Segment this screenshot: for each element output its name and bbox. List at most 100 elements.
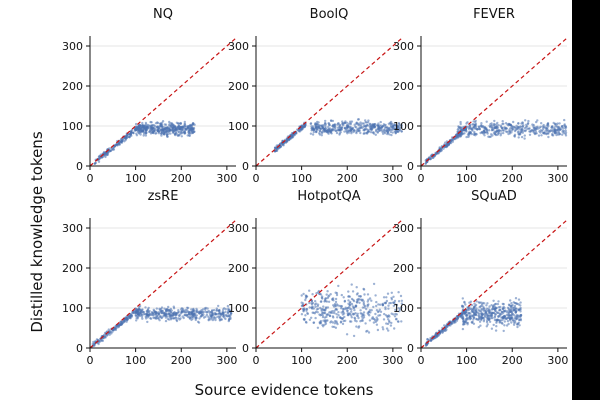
data-point: [136, 317, 139, 320]
data-point: [150, 124, 153, 128]
data-point: [337, 284, 340, 288]
data-point: [485, 128, 489, 132]
data-point: [484, 309, 488, 312]
data-point: [349, 120, 352, 123]
data-point: [317, 126, 320, 129]
data-point: [323, 309, 326, 312]
x-tick-label: 300: [382, 172, 403, 185]
data-point: [347, 295, 350, 298]
x-tick-label: 300: [547, 172, 568, 185]
data-point: [155, 307, 158, 310]
data-point: [301, 126, 305, 129]
y-tick-label: 0: [407, 342, 414, 355]
data-point: [485, 321, 489, 324]
data-point: [372, 126, 376, 129]
data-point: [393, 315, 397, 318]
data-point: [309, 132, 313, 135]
data-point: [400, 126, 403, 129]
data-point: [145, 312, 148, 316]
data-point: [396, 320, 400, 323]
data-point: [385, 296, 388, 299]
data-point: [157, 312, 160, 315]
data-point: [302, 292, 305, 296]
data-point: [546, 122, 550, 126]
data-point: [320, 309, 323, 312]
data-point: [313, 303, 317, 306]
data-point: [502, 302, 505, 306]
data-point: [381, 303, 384, 307]
data-point: [502, 122, 505, 126]
data-point: [370, 317, 374, 320]
data-point: [498, 321, 501, 324]
data-point: [505, 324, 509, 327]
data-point: [366, 300, 369, 303]
data-point: [368, 125, 371, 128]
data-point: [426, 338, 429, 341]
data-point: [499, 132, 503, 135]
x-tick-label: 100: [291, 172, 312, 185]
data-point: [161, 128, 164, 131]
x-tick-label: 100: [456, 172, 477, 185]
data-point: [381, 132, 385, 135]
data-point: [175, 319, 179, 323]
data-point: [350, 297, 354, 301]
data-point: [334, 300, 338, 304]
data-point: [458, 134, 461, 137]
data-point: [542, 123, 545, 127]
data-point: [333, 123, 337, 126]
data-point: [479, 301, 483, 304]
data-point: [339, 128, 342, 132]
data-point: [519, 301, 522, 304]
data-point: [398, 126, 401, 130]
x-axis-label: Source evidence tokens: [195, 381, 374, 399]
data-point: [362, 300, 365, 303]
data-point: [352, 130, 355, 134]
data-point: [495, 325, 498, 328]
data-point: [540, 122, 543, 125]
data-point: [381, 130, 384, 134]
data-point: [387, 307, 390, 310]
data-point: [167, 305, 170, 309]
data-point: [391, 126, 395, 129]
data-point: [316, 326, 320, 329]
data-point: [204, 306, 208, 310]
data-point: [501, 127, 504, 130]
y-tick-label: 200: [393, 80, 414, 93]
data-point: [350, 127, 354, 130]
panel-hotpotqa: 0 100 200 300 0 100 200 300 HotpotQA: [228, 189, 403, 367]
data-point: [465, 317, 469, 320]
data-point: [485, 120, 488, 123]
data-point: [332, 123, 335, 127]
data-point: [196, 320, 200, 323]
data-point: [196, 309, 199, 312]
data-point: [305, 309, 308, 312]
data-point: [384, 314, 388, 317]
data-point: [365, 307, 368, 311]
data-point: [193, 130, 196, 133]
x-tick-label: 0: [87, 354, 94, 367]
data-point: [337, 314, 340, 317]
y-tick-label: 300: [228, 222, 249, 235]
data-point: [174, 133, 177, 137]
data-point: [103, 152, 107, 155]
data-point: [164, 319, 168, 323]
data-point: [137, 314, 141, 317]
data-point: [492, 307, 495, 311]
data-point: [212, 308, 216, 312]
data-point: [516, 325, 519, 329]
data-point: [163, 314, 166, 317]
data-point: [291, 136, 294, 139]
data-point: [164, 123, 168, 126]
data-point: [392, 295, 395, 298]
data-point: [390, 128, 393, 132]
data-point: [509, 314, 512, 317]
data-point: [462, 312, 465, 315]
data-point: [208, 311, 211, 314]
data-point: [361, 122, 364, 125]
data-point: [337, 311, 340, 314]
panel-title: FEVER: [473, 7, 515, 22]
x-tick-label: 100: [456, 354, 477, 367]
data-point: [387, 329, 390, 332]
data-point: [512, 120, 515, 124]
data-point: [478, 314, 481, 318]
